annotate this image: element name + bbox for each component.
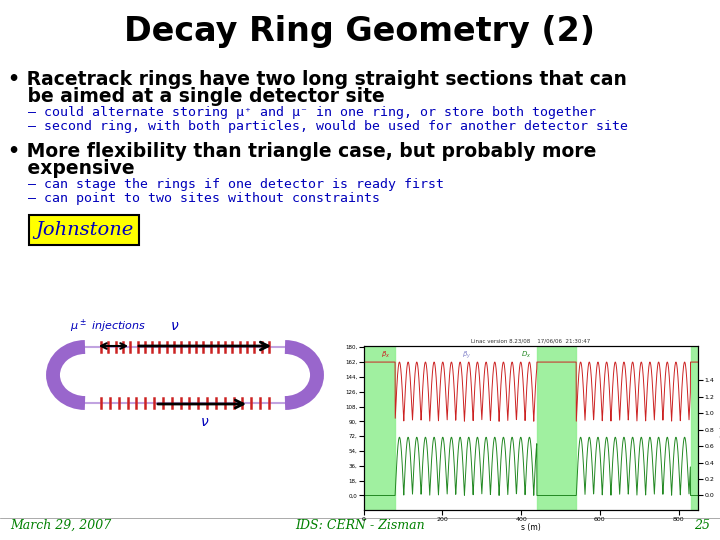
Text: expensive: expensive xyxy=(8,159,135,178)
Text: $\beta_y$: $\beta_y$ xyxy=(462,350,472,361)
Text: 25: 25 xyxy=(694,519,710,532)
Text: IDS: CERN - Zisman: IDS: CERN - Zisman xyxy=(295,519,425,532)
Text: $\nu$: $\nu$ xyxy=(171,319,180,333)
Text: Johnstone: Johnstone xyxy=(35,221,133,239)
Text: – second ring, with both particles, would be used for another detector site: – second ring, with both particles, woul… xyxy=(20,120,628,133)
Bar xyxy=(364,346,395,510)
Text: – can stage the rings if one detector is ready first: – can stage the rings if one detector is… xyxy=(20,178,444,191)
Y-axis label: D (m): D (m) xyxy=(719,418,720,438)
X-axis label: s (m): s (m) xyxy=(521,523,541,532)
Text: $\beta_x$: $\beta_x$ xyxy=(382,350,391,360)
Bar xyxy=(690,346,698,510)
Text: • More flexibility than triangle case, but probably more: • More flexibility than triangle case, b… xyxy=(8,142,596,161)
Title: Linac version 8.23/08    17/06/06  21:30:47: Linac version 8.23/08 17/06/06 21:30:47 xyxy=(472,339,590,344)
Text: $\mu^\pm$ injections: $\mu^\pm$ injections xyxy=(70,318,146,335)
Text: – can point to two sites without constraints: – can point to two sites without constra… xyxy=(20,192,380,205)
Text: March 29, 2007: March 29, 2007 xyxy=(10,519,112,532)
Text: • Racetrack rings have two long straight sections that can: • Racetrack rings have two long straight… xyxy=(8,70,627,89)
Bar xyxy=(537,346,576,510)
Text: $D_x$: $D_x$ xyxy=(521,350,531,360)
Text: Decay Ring Geometry (2): Decay Ring Geometry (2) xyxy=(125,16,595,49)
Text: be aimed at a single detector site: be aimed at a single detector site xyxy=(8,87,384,106)
Text: $\nu$: $\nu$ xyxy=(200,415,210,429)
Text: – could alternate storing μ⁺ and μ⁻ in one ring, or store both together: – could alternate storing μ⁺ and μ⁻ in o… xyxy=(20,106,596,119)
